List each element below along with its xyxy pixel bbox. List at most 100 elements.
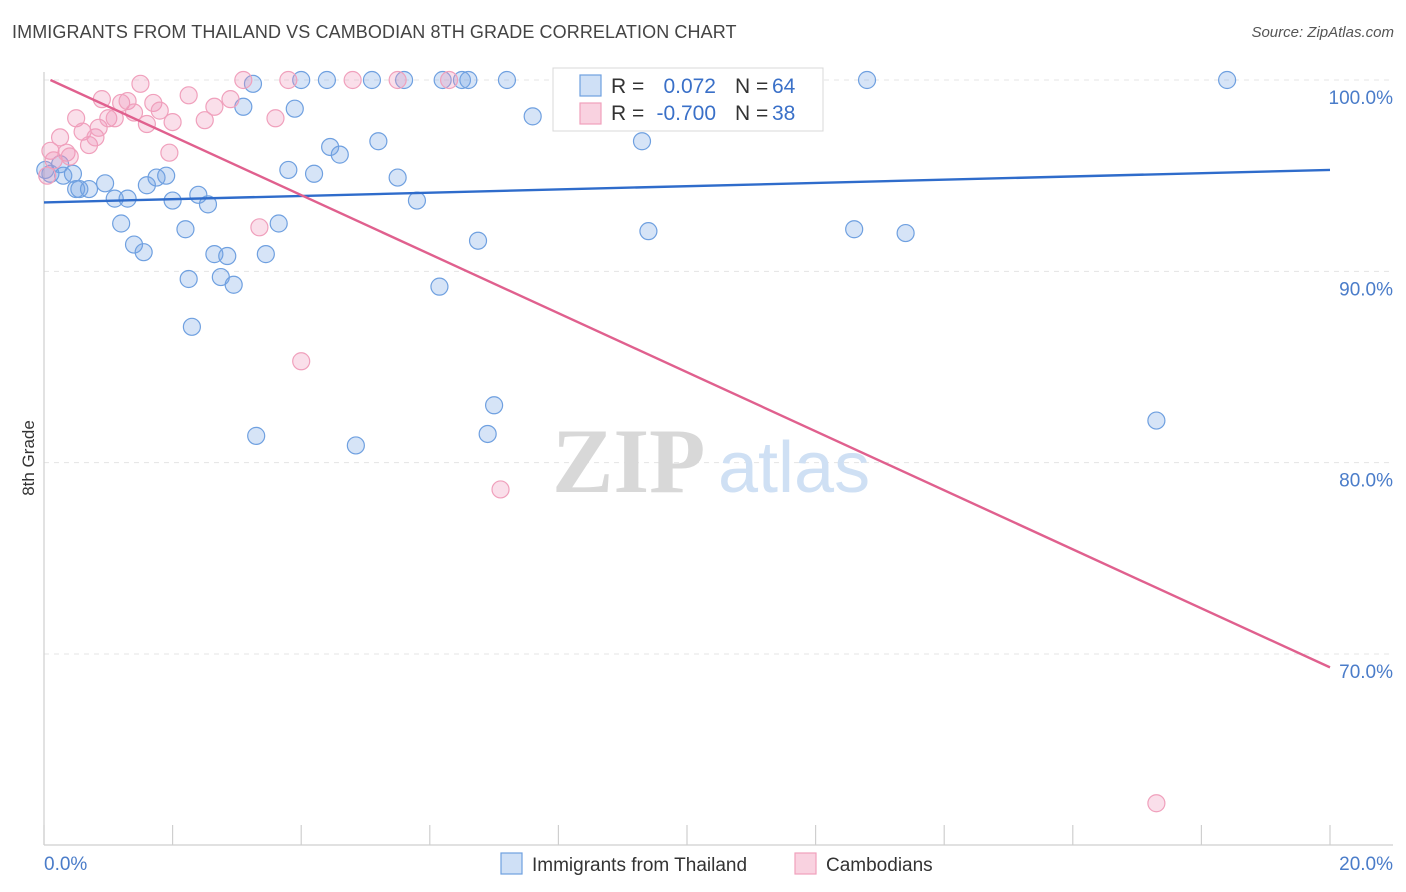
thailand-point-52 [523, 107, 542, 126]
thailand-point-30 [269, 214, 288, 233]
thailand-point-41 [388, 168, 407, 187]
cambodians-point-23 [179, 86, 198, 105]
thailand-point-3 [63, 164, 83, 183]
thailand-point-51 [497, 70, 517, 90]
stats-swatch-thailand [579, 74, 602, 97]
cambodians-point-29 [266, 109, 285, 128]
legend: Immigrants from Thailand Cambodians [500, 852, 933, 876]
x-ticks [43, 825, 1331, 845]
axes [43, 72, 1393, 846]
thailand-point-31 [279, 160, 298, 180]
thailand-point-19 [182, 317, 201, 336]
thailand-point-9 [118, 189, 137, 208]
cambodians-point-15 [118, 91, 137, 111]
thailand-point-18 [179, 269, 198, 289]
x-tick-label-min: 0.0% [44, 854, 87, 875]
thailand-point-7 [95, 174, 115, 193]
stats-n-label-cambodians: N = [735, 102, 768, 125]
cambodians-point-10 [89, 118, 108, 137]
thailand-point-27 [243, 74, 263, 93]
stats-n-label-thailand: N = [735, 75, 768, 98]
thailand-point-35 [317, 70, 337, 90]
thailand-point-58 [845, 220, 864, 239]
thailand-point-5 [70, 179, 89, 199]
thailand-point-62 [1218, 70, 1237, 90]
thailand-point-40 [369, 132, 388, 151]
thailand-point-36 [321, 137, 340, 157]
y-tick-label-80: 80.0% [1339, 471, 1393, 492]
thailand-point-38 [346, 436, 365, 455]
legend-swatch-cambodians [794, 852, 817, 875]
stats-r-value-thailand: 0.072 [663, 75, 716, 98]
thailand-point-42 [394, 70, 414, 90]
cambodians-point-25 [205, 97, 224, 116]
thailand-point-60 [896, 223, 915, 243]
cambodians-point-34 [439, 70, 459, 90]
watermark: ZIP atlas [552, 410, 870, 512]
cambodians-point-1 [41, 141, 60, 160]
thailand-point-32 [285, 99, 304, 118]
cambodians-point-12 [99, 109, 118, 128]
stats-r-label-cambodians: R = [611, 102, 644, 125]
cambodians-point-35 [491, 480, 510, 499]
source-label: Source: ZipAtlas.com [1251, 24, 1394, 41]
thailand-point-6 [79, 179, 99, 199]
cambodians-point-32 [343, 70, 362, 90]
cambodians-point-22 [163, 112, 182, 132]
thailand-point-43 [407, 191, 427, 210]
cambodians-point-30 [279, 70, 298, 90]
cambodians-point-17 [131, 74, 150, 93]
thailand-point-39 [362, 70, 382, 90]
stats-n-value-cambodians: 38 [772, 102, 795, 125]
thailand-point-46 [452, 70, 472, 90]
stats-swatch-cambodians [579, 102, 602, 125]
grid-lines [44, 79, 1393, 655]
thailand-point-55 [639, 222, 658, 241]
thailand-point-44 [430, 277, 449, 296]
thailand-point-21 [198, 195, 218, 214]
y-tick-labels: 100.0% 90.0% 80.0% 70.0% [1329, 88, 1394, 683]
y-tick-label-70: 70.0% [1339, 662, 1393, 683]
thailand-point-13 [137, 176, 156, 195]
thailand-point-47 [459, 70, 478, 90]
stats-box: R = 0.072 N = 64 R = -0.700 N = 38 [552, 67, 824, 132]
cambodians-point-27 [234, 70, 253, 90]
thailand-point-15 [157, 166, 176, 185]
cambodians-point-9 [86, 128, 105, 147]
thailand-point-34 [304, 164, 324, 183]
thailand-point-17 [176, 220, 195, 239]
cambodians-point-5 [60, 147, 79, 166]
thailand-point-37 [330, 145, 349, 164]
thailand-point-48 [468, 231, 488, 250]
cambodians-point-28 [250, 218, 269, 237]
y-tick-label-90: 90.0% [1339, 279, 1393, 300]
chart-title: IMMIGRANTS FROM THAILAND VS CAMBODIAN 8T… [12, 22, 737, 42]
thailand-point-49 [478, 424, 497, 444]
thailand-point-33 [292, 70, 311, 90]
thailand-point-54 [632, 132, 652, 151]
cambodians-point-24 [195, 111, 214, 130]
thailand-point-24 [218, 246, 237, 266]
legend-label-thailand: Immigrants from Thailand [532, 855, 747, 876]
thailand-point-25 [224, 275, 243, 294]
cambodians-point-0 [38, 166, 57, 185]
thailand-point-11 [124, 235, 144, 254]
legend-swatch-thailand [500, 852, 523, 875]
thailand-point-50 [485, 396, 504, 415]
stats-r-value-cambodians: -0.700 [656, 102, 716, 125]
cambodians-point-21 [160, 143, 179, 162]
cambodians-point-37 [1147, 794, 1166, 813]
thailand-point-45 [433, 70, 452, 90]
cambodians-point-31 [292, 352, 311, 371]
cambodians-trend-line [49, 78, 1331, 669]
watermark-atlas: atlas [718, 428, 870, 508]
thailand-trend-line [43, 168, 1331, 204]
trend-lines [43, 78, 1331, 669]
cambodians-point-3 [50, 128, 70, 147]
stats-n-value-thailand: 64 [772, 75, 796, 98]
thailand-point-8 [105, 189, 124, 208]
watermark-zip: ZIP [552, 410, 705, 512]
cambodians-point-33 [388, 70, 407, 90]
thailand-point-10 [112, 214, 131, 233]
